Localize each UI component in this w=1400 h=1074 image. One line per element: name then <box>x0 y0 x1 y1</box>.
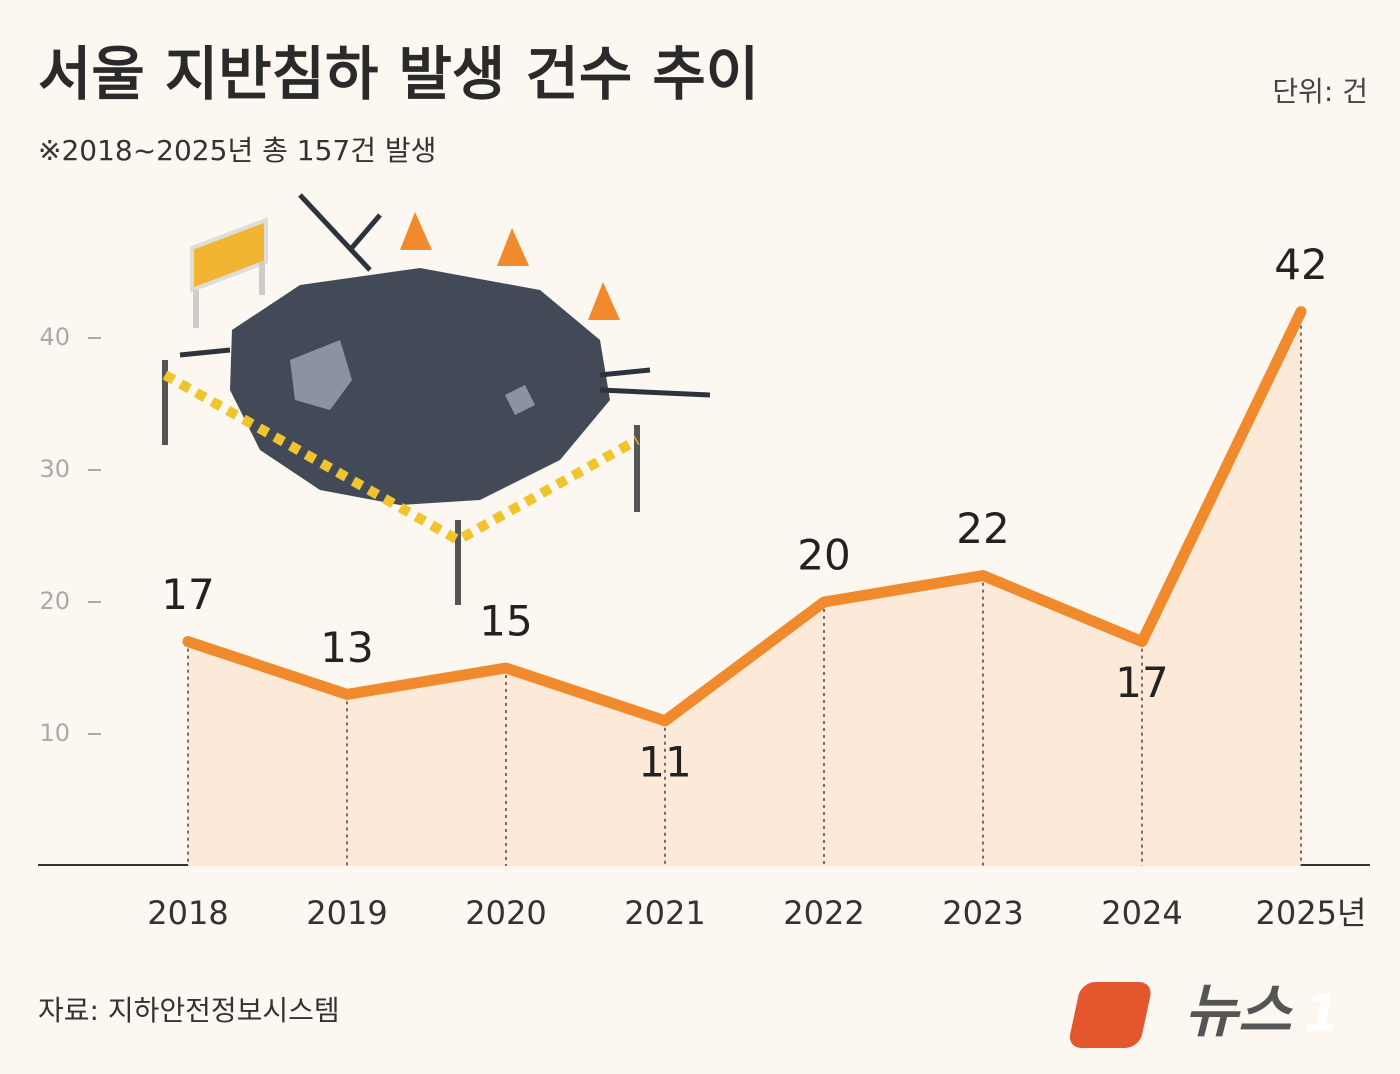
illustration <box>162 193 711 605</box>
logo-text: 뉴스 <box>1185 977 1294 1045</box>
chart-subtitle: ※2018~2025년 총 157건 발생 <box>38 134 436 167</box>
x-tick-label: 2022 <box>783 894 864 932</box>
line <box>182 306 1307 727</box>
x-tick-label: 2025년 <box>1256 894 1367 932</box>
value-label: 11 <box>638 737 691 786</box>
x-tick-label: 2018 <box>147 894 228 932</box>
logo-badge <box>1069 982 1151 1048</box>
value-label: 17 <box>1115 658 1168 707</box>
value-label: 15 <box>479 597 532 646</box>
y-tick-label: 40 <box>39 323 70 351</box>
x-tick-label: 2021 <box>624 894 705 932</box>
x-tick-label: 2023 <box>942 894 1023 932</box>
unit-label: 단위: 건 <box>1272 75 1368 108</box>
x-tick-label: 2024 <box>1101 894 1182 932</box>
area <box>188 311 1301 867</box>
value-label: 17 <box>161 570 214 619</box>
value-label: 20 <box>797 531 850 580</box>
x-tick-label: 2019 <box>306 894 387 932</box>
value-label: 22 <box>956 504 1009 553</box>
logo-mark: 1 <box>1305 985 1340 1043</box>
chart-title: 서울 지반침하 발생 건수 추이 <box>38 40 759 108</box>
source-label: 자료: 지하안전정보시스템 <box>38 994 340 1027</box>
value-label: 42 <box>1274 240 1327 289</box>
y-tick-label: 30 <box>39 455 70 483</box>
y-tick-label: 20 <box>39 587 70 615</box>
value-label: 13 <box>320 623 373 672</box>
x-tick-label: 2020 <box>465 894 546 932</box>
y-tick-label: 10 <box>39 719 70 747</box>
